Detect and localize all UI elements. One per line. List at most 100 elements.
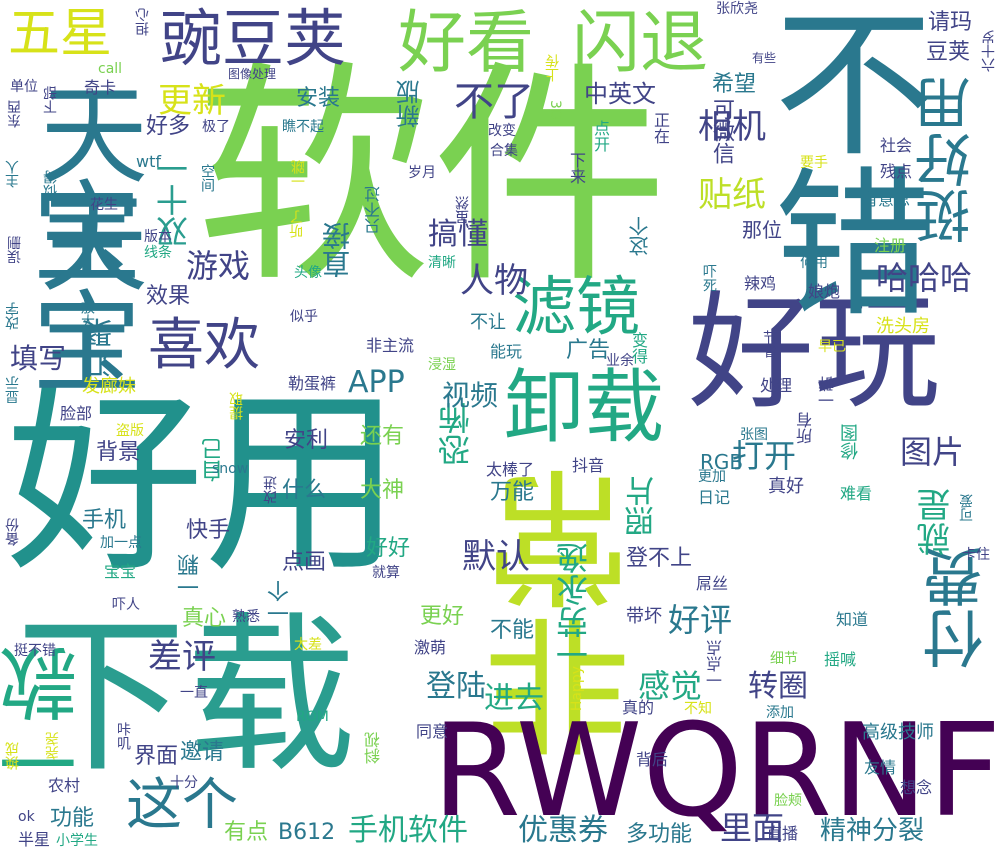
word: 农村 <box>48 776 81 795</box>
word: 难看 <box>840 484 873 503</box>
word: 所有 <box>796 412 815 444</box>
word: 吓死 <box>701 264 717 292</box>
word: 洗头房 <box>876 316 930 337</box>
word: 空间 <box>199 164 215 192</box>
word: 滤镜 <box>512 271 640 345</box>
word: 极了 <box>202 119 230 135</box>
word: 熟悉 <box>232 609 260 625</box>
word: 更好 <box>420 604 465 629</box>
word: 打开 <box>732 437 797 475</box>
word: 大神 <box>360 478 405 503</box>
word: 付费 <box>922 546 995 670</box>
word: 多功能 <box>626 822 693 847</box>
word: 发廊妹 <box>82 376 136 397</box>
word: 改进 <box>263 476 279 504</box>
word: APP <box>348 365 405 400</box>
word: RGB <box>700 450 744 474</box>
word: 十分 <box>170 775 198 791</box>
word: 提取 <box>229 392 245 420</box>
word: 真的 <box>622 698 655 717</box>
word: 不了 <box>454 79 534 125</box>
word: 游戏 <box>186 247 251 285</box>
word: 下部 <box>43 86 59 114</box>
word: 节省 <box>761 330 777 358</box>
word: 那位 <box>742 218 782 242</box>
word: 安利 <box>284 428 329 453</box>
word: 功能 <box>50 806 95 831</box>
word: 挺好用 <box>915 76 980 244</box>
word: 张图 <box>740 427 768 443</box>
word: 广告 <box>566 338 611 363</box>
word: 安装 <box>296 86 341 111</box>
word: 相机 <box>698 107 766 147</box>
word: 照片 <box>625 476 660 536</box>
word: 转圈 <box>748 669 808 704</box>
word: 只不过 <box>364 186 383 234</box>
word: 吓人 <box>112 597 140 613</box>
word: 合集 <box>490 143 518 159</box>
word: 不让 <box>470 312 506 333</box>
word: 小学生 <box>56 833 98 849</box>
word: 手机 <box>82 508 127 533</box>
word: 一群 <box>818 376 837 408</box>
word: wtf <box>136 152 161 171</box>
word: 优惠券 <box>518 813 608 848</box>
word: 还有 <box>360 424 405 449</box>
word: 图像处理 <box>228 67 277 81</box>
word: 软件 <box>196 40 669 315</box>
word: 显示 <box>5 376 21 404</box>
word: 手机软件 <box>348 813 468 848</box>
word: 勒蛋裤 <box>288 374 337 393</box>
word: 豌豆荚 <box>160 2 347 75</box>
word: 社会 <box>880 136 913 155</box>
word: 不知 <box>684 701 712 717</box>
word: 浸湿 <box>428 357 456 373</box>
word: 盗版 <box>116 423 144 439</box>
word: 万能 <box>490 480 535 505</box>
word: 好玩 <box>688 279 940 426</box>
word: 版本 <box>144 229 172 245</box>
word: B612 <box>278 820 336 845</box>
word: 咔叽 <box>115 722 131 750</box>
word: 细节 <box>770 651 798 667</box>
word: 有点 <box>224 820 269 845</box>
word: 差评 <box>148 637 216 677</box>
word: Happy <box>569 666 585 712</box>
word: 贴纸 <box>698 175 766 215</box>
word: 一劳永逸 <box>555 542 593 670</box>
word: 高级技师 <box>862 722 934 743</box>
word: 张欣尧 <box>716 1 758 17</box>
word: 里面 <box>720 809 785 847</box>
word: 变得 <box>629 332 648 364</box>
word: 视频 <box>442 379 499 412</box>
word: 有意思 <box>862 190 911 209</box>
word: 改变 <box>488 123 516 139</box>
word: 就算 <box>372 565 400 581</box>
word: 娘炮 <box>808 282 841 301</box>
word: 备份 <box>5 518 21 546</box>
word: 残点 <box>880 162 913 181</box>
word: 摇喊 <box>824 650 857 669</box>
word: 想念 <box>900 778 933 797</box>
word: 抖音 <box>572 456 605 475</box>
word: 瞧不起 <box>282 119 324 135</box>
word: 脸颊 <box>774 793 802 809</box>
word: 登陆 <box>426 669 486 704</box>
word: 直接 <box>321 222 354 278</box>
word: 添加 <box>766 705 794 721</box>
word: 直播 <box>766 824 799 843</box>
word: 邀请 <box>180 740 225 765</box>
word: 天天 <box>22 78 147 294</box>
word: 请玛 <box>928 10 973 35</box>
word: 知道 <box>836 610 869 629</box>
word: 什么 <box>282 478 327 503</box>
word: 喜欢 <box>148 313 260 378</box>
word: 主人 <box>5 160 21 188</box>
word: 搞懂 <box>428 217 488 252</box>
word: 能玩 <box>490 342 523 361</box>
word: 一颗 <box>178 554 203 598</box>
word: 真心 <box>182 606 227 631</box>
word: 不错 <box>747 0 934 320</box>
word: 友情 <box>864 758 897 777</box>
